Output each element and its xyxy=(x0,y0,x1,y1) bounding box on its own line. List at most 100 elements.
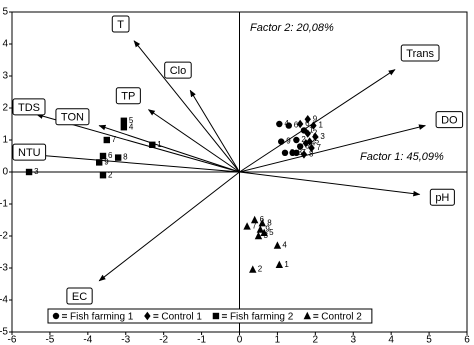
y-tick-label: -3 xyxy=(0,263,8,274)
point-label: 5 xyxy=(269,228,274,237)
point-label: 4 xyxy=(129,122,134,131)
vector-label-text: Trans xyxy=(406,48,434,60)
point-label: 5 xyxy=(315,137,320,146)
loading-vector xyxy=(133,40,240,173)
point xyxy=(149,141,156,148)
x-tick-label: 0 xyxy=(237,335,243,345)
point-label: 8 xyxy=(309,150,314,159)
point xyxy=(243,222,251,230)
point xyxy=(25,168,33,176)
x-tick-label: 3 xyxy=(350,335,356,345)
x-tick-label: 4 xyxy=(388,335,394,345)
point-label: 4 xyxy=(282,241,287,250)
vector-label-text: Clo xyxy=(170,65,187,77)
point xyxy=(304,129,311,138)
vector-label-box xyxy=(55,108,90,126)
y-tick-label: -5 xyxy=(0,327,8,338)
vector-label-box xyxy=(435,111,464,129)
vector-label: NTU xyxy=(12,143,47,161)
annotation: Factor 2: 20,08% xyxy=(250,22,334,34)
point xyxy=(300,127,308,134)
legend-marker xyxy=(144,311,151,321)
point xyxy=(276,120,283,128)
x-tick-label: -1 xyxy=(197,335,206,345)
loading-vector xyxy=(239,171,421,197)
point xyxy=(306,137,313,146)
point xyxy=(250,215,259,224)
loading-vector xyxy=(147,109,240,173)
point-label: 9 xyxy=(286,137,291,146)
vector-label-text: pH xyxy=(435,192,449,204)
vector-label: T xyxy=(111,15,130,33)
point xyxy=(260,228,268,236)
point xyxy=(281,149,289,156)
point xyxy=(120,124,128,131)
vector-label: TP xyxy=(115,87,141,105)
vector-label: Trans xyxy=(400,44,440,62)
vector-label: pH xyxy=(429,188,455,206)
point xyxy=(275,260,284,268)
point xyxy=(96,159,103,166)
point-label: 6 xyxy=(294,121,299,130)
point xyxy=(296,119,304,129)
y-tick-label: 0 xyxy=(2,167,8,178)
loading-vector xyxy=(239,69,396,173)
vector-label: EC xyxy=(66,287,93,305)
point-label: 9 xyxy=(104,158,109,167)
x-tick-label: 1 xyxy=(275,335,281,345)
point xyxy=(310,121,317,130)
vector-label-box xyxy=(12,143,47,161)
point-label: 1 xyxy=(318,121,323,130)
point xyxy=(114,154,122,161)
point xyxy=(99,172,107,179)
legend-label: Fish farming 1 xyxy=(70,312,134,323)
point-label: 5 xyxy=(129,116,134,125)
y-tick-label: -2 xyxy=(0,231,8,242)
point-label: 9 xyxy=(265,225,270,234)
point-label: 2 xyxy=(258,265,263,274)
y-tick-label: 2 xyxy=(2,103,8,114)
point-label: 7 xyxy=(252,222,257,231)
vector-label: DO xyxy=(435,111,464,129)
x-tick-label: -6 xyxy=(8,335,17,345)
point-label: 4 xyxy=(311,138,316,147)
point-label: 8 xyxy=(123,153,128,162)
legend-label: Control 2 xyxy=(321,312,362,323)
y-tick-label: 1 xyxy=(2,135,8,146)
point xyxy=(103,136,110,144)
point xyxy=(304,115,311,124)
point xyxy=(99,152,107,160)
legend-marker xyxy=(303,311,311,320)
annotation: Factor 1: 45,09% xyxy=(360,151,444,163)
vector-label-box xyxy=(111,15,130,33)
point xyxy=(120,117,128,124)
x-tick-label: 2 xyxy=(313,335,319,345)
x-tick-label: -2 xyxy=(159,335,168,345)
point-label: 1 xyxy=(157,140,162,149)
vector-label-text: TON xyxy=(61,112,84,124)
loading-vector xyxy=(98,124,240,173)
y-tick-label: 4 xyxy=(2,39,8,50)
point xyxy=(312,132,319,141)
vector-label: TDS xyxy=(12,98,46,116)
y-tick-label: 5 xyxy=(2,7,8,18)
point-label: 8 xyxy=(290,148,295,157)
vector-label-text: TP xyxy=(121,91,135,103)
point-label: 6 xyxy=(108,151,113,160)
vector-label-box xyxy=(12,98,46,116)
point xyxy=(278,138,285,145)
loading-vector xyxy=(98,171,240,282)
vector-label-text: NTU xyxy=(18,147,41,159)
vector-label-text: T xyxy=(117,19,124,31)
y-tick-label: 3 xyxy=(2,71,8,82)
point xyxy=(285,122,292,129)
x-tick-label: 6 xyxy=(464,335,470,345)
loading-vector xyxy=(28,152,240,173)
legend: Fish farming 1 Control 1 Fish farming 2 Con… xyxy=(47,308,373,324)
point-label: 3 xyxy=(34,167,39,176)
point xyxy=(254,231,263,240)
vector-label: TON xyxy=(55,108,90,126)
point-label: 3 xyxy=(298,148,303,157)
legend-box xyxy=(47,308,373,324)
